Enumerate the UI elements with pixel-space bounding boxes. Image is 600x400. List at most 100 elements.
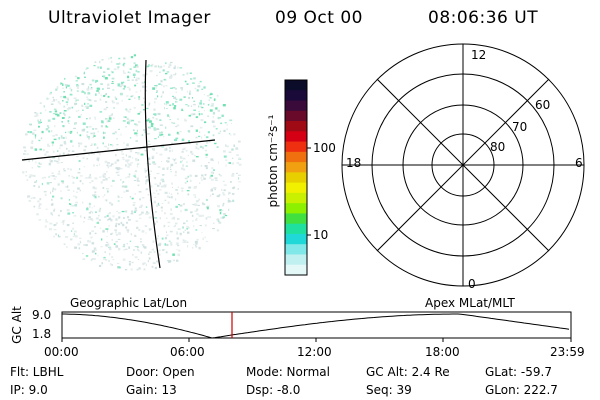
image-pixel: [107, 162, 110, 165]
image-pixel: [99, 227, 102, 229]
image-pixel: [189, 72, 192, 74]
image-pixel: [103, 108, 107, 111]
image-pixel: [65, 185, 68, 188]
image-pixel: [132, 202, 136, 204]
image-pixel: [176, 131, 179, 134]
image-pixel: [169, 168, 172, 170]
image-pixel: [162, 180, 165, 183]
image-pixel: [168, 260, 171, 263]
image-pixel: [51, 141, 54, 144]
image-pixel: [53, 229, 57, 231]
filter-info: Flt: LBHL: [10, 365, 64, 379]
image-pixel: [142, 74, 146, 77]
image-pixel: [93, 164, 95, 167]
image-pixel: [209, 194, 212, 197]
image-pixel: [105, 101, 108, 103]
image-pixel: [158, 83, 161, 85]
glon-info: GLon: 222.7: [485, 383, 558, 397]
image-pixel: [111, 232, 114, 235]
image-pixel: [181, 167, 184, 170]
image-pixel: [145, 263, 147, 267]
image-pixel: [61, 221, 65, 224]
image-pixel: [68, 123, 70, 124]
image-pixel: [140, 238, 142, 240]
image-pixel: [202, 146, 204, 150]
image-pixel: [102, 195, 104, 198]
mlat-label-70: 70: [512, 120, 528, 134]
image-pixel: [228, 191, 230, 193]
image-pixel: [38, 121, 40, 124]
image-pixel: [104, 251, 106, 253]
image-pixel: [56, 86, 59, 89]
image-pixel: [170, 193, 173, 195]
image-pixel: [232, 157, 234, 159]
image-pixel: [94, 100, 97, 102]
image-pixel: [55, 233, 57, 236]
image-pixel: [91, 207, 93, 209]
image-pixel: [181, 108, 183, 111]
image-pixel: [152, 262, 156, 264]
image-pixel: [112, 179, 115, 182]
image-pixel: [122, 88, 125, 90]
image-pixel: [60, 210, 62, 213]
image-pixel: [100, 66, 102, 69]
image-pixel: [120, 133, 122, 136]
image-pixel: [109, 212, 111, 214]
image-pixel: [180, 156, 183, 159]
image-pixel: [165, 72, 168, 75]
image-pixel: [57, 158, 60, 161]
image-pixel: [27, 195, 31, 198]
image-pixel: [118, 223, 120, 226]
image-pixel: [124, 147, 128, 150]
image-pixel: [216, 94, 219, 97]
image-pixel: [79, 175, 83, 177]
image-pixel: [108, 248, 112, 251]
image-pixel: [198, 198, 200, 201]
image-pixel: [223, 150, 226, 153]
image-pixel: [227, 161, 230, 164]
image-pixel: [192, 103, 196, 106]
image-pixel: [214, 142, 217, 145]
image-pixel: [105, 178, 108, 181]
image-pixel: [115, 231, 117, 234]
image-pixel: [196, 217, 198, 220]
image-pixel: [82, 157, 85, 159]
image-pixel: [30, 142, 34, 144]
image-pixel: [161, 83, 163, 86]
image-pixel: [48, 162, 51, 166]
image-pixel: [76, 84, 79, 87]
image-pixel: [62, 219, 65, 221]
image-pixel: [107, 230, 108, 233]
image-pixel: [101, 238, 103, 241]
xlabel-0000: 00:00: [44, 345, 79, 359]
image-pixel: [108, 177, 110, 179]
image-pixel: [167, 225, 170, 227]
image-pixel: [209, 97, 212, 99]
image-pixel: [63, 243, 66, 245]
image-pixel: [89, 88, 93, 90]
image-pixel: [88, 212, 91, 214]
image-pixel: [22, 153, 26, 155]
image-pixel: [163, 85, 165, 88]
image-pixel: [146, 133, 150, 135]
image-pixel: [68, 199, 71, 201]
image-pixel: [201, 214, 205, 217]
image-pixel: [97, 158, 99, 162]
image-pixel: [116, 138, 118, 140]
image-pixel: [50, 175, 52, 177]
image-pixel: [63, 112, 65, 115]
image-pixel: [56, 162, 60, 164]
image-pixel: [209, 176, 212, 179]
image-pixel: [94, 61, 97, 63]
image-pixel: [189, 174, 192, 177]
image-pixel: [129, 240, 132, 242]
image-pixel: [134, 193, 136, 195]
image-pixel: [143, 129, 146, 131]
image-pixel: [137, 249, 139, 251]
image-pixel: [83, 216, 86, 219]
image-pixel: [210, 174, 213, 177]
image-pixel: [37, 119, 39, 122]
image-pixel: [166, 195, 169, 198]
image-pixel: [134, 84, 137, 87]
image-pixel: [73, 127, 76, 130]
